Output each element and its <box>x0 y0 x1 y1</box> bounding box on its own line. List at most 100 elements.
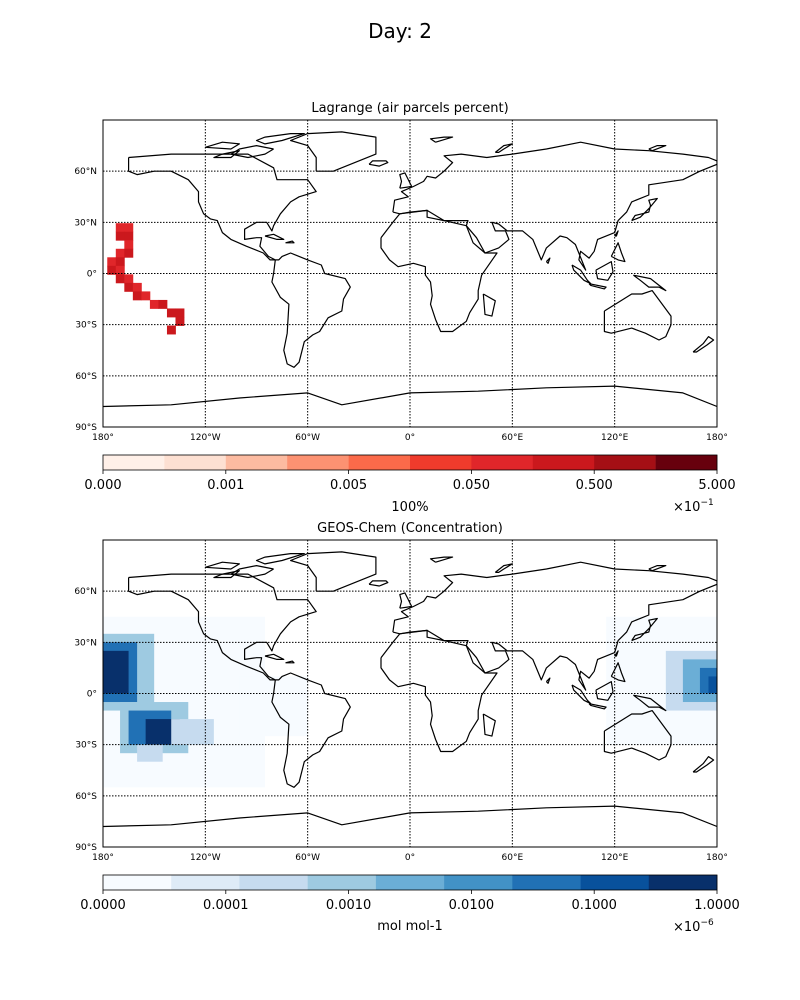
colorbar-tick-label: 0.0010 <box>326 898 372 913</box>
grid-cell <box>115 231 125 241</box>
colorbar-geoschem: 0.0000 0.0001 0.0010 0.0100 0.1000 1.0000 mol… <box>80 874 740 935</box>
figure-title: Day: 2 <box>368 19 432 43</box>
coastline <box>494 563 513 573</box>
grid-cell <box>166 325 176 335</box>
coastline <box>368 580 389 587</box>
lon-tick-label: 120°W <box>190 853 221 863</box>
grid-cell <box>124 223 134 233</box>
colorbar-swatch <box>171 875 240 890</box>
coastline <box>595 681 614 701</box>
colorbar-swatch <box>444 875 513 890</box>
colorbar-tick-label: 0.005 <box>330 478 367 493</box>
map-panel-geoschem: GEOS-Chem (Concentration) 60°N 30°N 0° 30°S… <box>74 521 728 863</box>
lon-tick-label: 0° <box>405 853 415 863</box>
coastlines <box>103 551 717 828</box>
colorbar-swatch <box>103 875 172 890</box>
grid-cell <box>175 308 185 318</box>
coastline <box>614 650 619 657</box>
colorbar-swatch <box>594 455 656 470</box>
colorbar-tick-label: 0.0100 <box>449 898 495 913</box>
coastline <box>429 136 454 143</box>
lon-tick-label: 0° <box>405 433 415 443</box>
grid-cell <box>115 223 125 233</box>
lon-tick-label: 60°W <box>295 433 320 443</box>
panel-title: Lagrange (air parcels percent) <box>311 101 508 116</box>
lat-tick-label: 30°N <box>74 638 97 648</box>
concentration-region <box>708 676 717 694</box>
coastline <box>103 385 717 408</box>
gridlines <box>103 120 717 427</box>
lon-tick-label: 120°W <box>190 433 221 443</box>
coastline <box>603 290 672 341</box>
lat-tick-label: 90°S <box>75 423 97 433</box>
grid-cell <box>175 316 185 326</box>
grid-cell <box>107 257 117 267</box>
coastline <box>631 617 658 642</box>
map-frame <box>102 539 718 848</box>
coastline <box>610 662 626 683</box>
coastline <box>595 261 614 281</box>
grid-cell <box>149 299 159 309</box>
concentration-region <box>171 719 214 745</box>
coastline <box>482 293 496 317</box>
coastline <box>545 257 551 264</box>
coastline <box>205 561 240 570</box>
coastline <box>571 684 592 705</box>
colorbar-multiplier-base: ×10 <box>673 920 700 935</box>
colorbar-swatch <box>375 875 445 890</box>
coastline <box>648 145 667 152</box>
coastline <box>399 172 413 189</box>
colorbar-swatch <box>287 455 349 470</box>
coastline <box>614 230 619 237</box>
lat-tick-label: 0° <box>87 690 97 700</box>
colorbar-exponent: −1 <box>700 498 713 508</box>
lat-tick-label: 30°S <box>75 741 97 751</box>
colorbar-multiplier: ×10−1 <box>673 498 714 515</box>
coastline <box>128 153 351 368</box>
lat-tick-label: 30°S <box>75 321 97 331</box>
colorbar-tick-label: 0.050 <box>453 478 490 493</box>
colorbar-tick-label: 1.0000 <box>694 898 740 913</box>
coastline <box>631 197 658 222</box>
colorbar-tick-label: 0.000 <box>84 478 121 493</box>
grid-cell <box>124 274 134 284</box>
colorbar-tick-label: 0.0000 <box>80 898 126 913</box>
coastline <box>368 160 389 167</box>
coastline <box>205 141 240 150</box>
grid-cell <box>124 248 134 258</box>
coastline <box>380 629 498 753</box>
colorbar-multiplier-base: ×10 <box>673 500 700 515</box>
coastline <box>692 336 715 353</box>
coastline <box>692 756 715 773</box>
coastline <box>230 145 274 159</box>
grid-cell <box>124 231 134 241</box>
coastline <box>285 660 295 664</box>
lon-tick-label: 120°E <box>601 433 629 443</box>
grid-cell <box>124 240 134 250</box>
lon-tick-label: 180° <box>92 433 114 443</box>
colorbar-swatch <box>580 875 650 890</box>
coastline <box>290 551 377 592</box>
coastline <box>103 805 717 828</box>
lon-tick-label: 60°E <box>502 853 524 863</box>
grid-cell <box>115 265 125 275</box>
colorbar-lagrange: 0.000 0.001 0.005 0.050 0.500 5.000 100% ×10−… <box>84 454 736 515</box>
coastline <box>255 133 305 145</box>
colorbar-swatch <box>307 875 377 890</box>
panel-title: GEOS-Chem (Concentration) <box>317 521 503 536</box>
colorbar-swatch <box>239 875 308 890</box>
colorbar-label: 100% <box>391 500 428 515</box>
colorbar-swatch <box>648 875 718 890</box>
coastline <box>255 553 305 565</box>
coastline <box>380 209 498 333</box>
concentration-region <box>103 650 129 694</box>
grid-cell <box>107 265 117 275</box>
colorbar-multiplier: ×10−6 <box>673 918 714 935</box>
lat-tick-label: 60°S <box>75 372 97 382</box>
lon-tick-label: 120°E <box>601 853 629 863</box>
colorbar-tick-label: 0.500 <box>576 478 613 493</box>
colorbar-swatch <box>225 455 288 470</box>
concentration-region <box>137 744 163 762</box>
concentration-region <box>239 676 308 737</box>
coastline <box>494 143 513 153</box>
